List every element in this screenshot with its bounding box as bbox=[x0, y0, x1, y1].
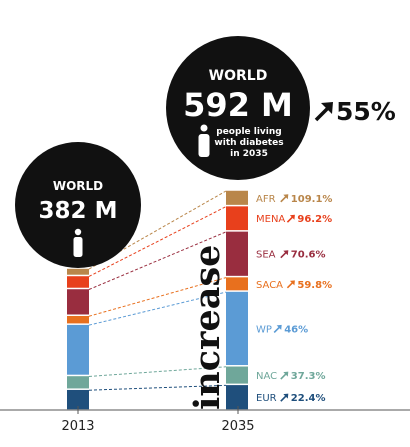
bubble-2013: WORLD 382 M bbox=[15, 142, 141, 268]
bars bbox=[67, 190, 248, 410]
bubble-2013-world: WORLD bbox=[53, 179, 103, 193]
region-name: EUR bbox=[256, 393, 277, 404]
region-label-wp: WP 46% bbox=[256, 324, 308, 335]
region-increase: 46% bbox=[284, 324, 308, 335]
bubble-2035-value: 592 M bbox=[183, 86, 293, 124]
bar-sea-2035 bbox=[226, 231, 248, 276]
person-icon bbox=[198, 124, 210, 157]
increase-word: increase bbox=[187, 245, 228, 410]
region-name: SACA bbox=[256, 280, 283, 291]
bubble-2035: WORLD 592 M people living with diabetes … bbox=[166, 36, 310, 180]
region-increase: 96.2% bbox=[297, 214, 332, 225]
bar-afr-2035 bbox=[226, 190, 248, 205]
region-label-afr: AFR 109.1% bbox=[256, 194, 332, 205]
region-increase: 70.6% bbox=[291, 250, 326, 261]
region-name: WP bbox=[256, 324, 272, 335]
total-increase: 55% bbox=[314, 97, 396, 126]
bar-eur-2013 bbox=[67, 389, 89, 410]
arrow-up-right-icon bbox=[286, 280, 295, 289]
bar-saca-2013 bbox=[67, 315, 89, 324]
region-name: MENA bbox=[256, 214, 285, 225]
bar-nac-2035 bbox=[226, 366, 248, 384]
connector-eur bbox=[88, 384, 227, 391]
arrow-up-right-icon bbox=[280, 371, 289, 380]
bar-sea-2013 bbox=[67, 289, 89, 315]
arrow-up-right-icon bbox=[286, 214, 295, 223]
bar-afr-2013 bbox=[67, 268, 89, 275]
bar-wp-2013 bbox=[67, 324, 89, 375]
arrow-up-right-icon bbox=[273, 324, 282, 333]
region-name: NAC bbox=[256, 371, 277, 382]
region-increase: 59.8% bbox=[297, 280, 332, 291]
person-icon bbox=[73, 228, 83, 257]
year-label-2013: 2013 bbox=[61, 419, 94, 434]
connector-saca bbox=[88, 277, 227, 317]
region-increase: 22.4% bbox=[291, 393, 326, 404]
connector-nac bbox=[88, 366, 227, 377]
bar-nac-2013 bbox=[67, 376, 89, 389]
bubble-2013-circle bbox=[15, 142, 141, 268]
year-label-2035: 2035 bbox=[221, 419, 254, 434]
bar-wp-2035 bbox=[226, 291, 248, 366]
arrow-up-right-icon bbox=[314, 102, 333, 122]
bar-mena-2035 bbox=[226, 206, 248, 231]
bar-eur-2035 bbox=[226, 385, 248, 410]
region-name: SEA bbox=[256, 250, 276, 261]
arrow-up-right-icon bbox=[280, 250, 289, 259]
region-increase: 37.3% bbox=[291, 371, 326, 382]
bubble-2035-caption-1: people living bbox=[216, 127, 281, 137]
connector-wp bbox=[88, 291, 227, 326]
region-label-mena: MENA 96.2% bbox=[256, 214, 332, 225]
bubble-2035-caption-2: with diabetes bbox=[214, 138, 283, 148]
connector-mena bbox=[88, 206, 227, 277]
region-label-nac: NAC 37.3% bbox=[256, 371, 326, 382]
region-label-saca: SACA 59.8% bbox=[256, 280, 332, 291]
region-label-eur: EUR 22.4% bbox=[256, 393, 326, 404]
bar-mena-2013 bbox=[67, 276, 89, 288]
arrow-up-right-icon bbox=[280, 393, 289, 402]
bubble-2035-world: WORLD bbox=[209, 68, 268, 84]
arrow-up-right-icon bbox=[280, 194, 289, 203]
region-label-sea: SEA 70.6% bbox=[256, 250, 326, 261]
bubble-2035-caption-3: in 2035 bbox=[230, 149, 268, 159]
bubble-2013-value: 382 M bbox=[39, 198, 118, 224]
region-name: AFR bbox=[256, 194, 276, 205]
bar-saca-2035 bbox=[226, 277, 248, 291]
region-increase: 109.1% bbox=[291, 194, 333, 205]
region-labels: EUR 22.4% NAC 37.3% WP 46% SACA 59.8% SEA 70.6% ME… bbox=[256, 194, 332, 404]
total-increase-value: 55% bbox=[336, 97, 396, 126]
